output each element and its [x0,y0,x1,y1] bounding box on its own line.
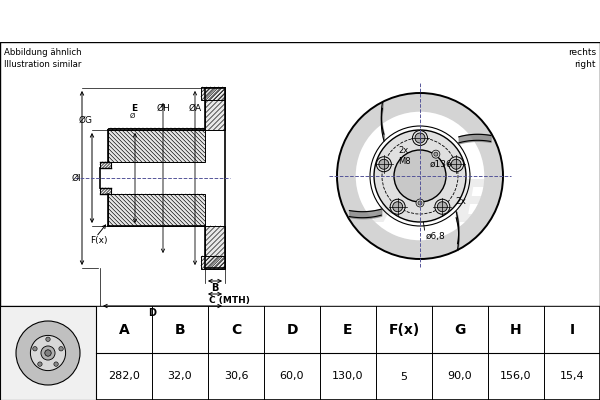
Text: Abbildung ähnlich
Illustration similar: Abbildung ähnlich Illustration similar [4,48,82,69]
Text: ØH: ØH [156,104,170,113]
Circle shape [434,152,438,156]
Text: 2x: 2x [455,196,466,206]
Text: D: D [286,322,298,336]
Bar [108,128,205,130]
Text: F(x): F(x) [90,236,107,244]
Bar [205,88,225,130]
Circle shape [16,321,80,385]
Text: F(x): F(x) [388,322,419,336]
Circle shape [376,157,391,172]
Circle shape [45,350,51,356]
Text: I: I [569,322,575,336]
Circle shape [33,346,37,351]
Bar [205,226,225,268]
Bar [108,194,205,226]
Text: 15,4: 15,4 [560,372,584,382]
Text: A: A [119,322,130,336]
Bar [0,306,96,400]
Text: 24.0132-0128.1   432128: 24.0132-0128.1 432128 [134,9,466,33]
Bar [201,256,225,269]
Circle shape [435,199,450,214]
Circle shape [451,159,461,169]
Circle shape [374,130,466,222]
Circle shape [31,335,65,370]
Circle shape [379,159,389,169]
Text: 90,0: 90,0 [448,372,472,382]
Text: ØI: ØI [71,174,81,182]
Bar [108,130,205,162]
Text: D: D [149,308,157,318]
Circle shape [413,130,427,146]
Circle shape [54,362,58,366]
Circle shape [38,362,42,366]
Text: rechts
right: rechts right [568,48,596,69]
Text: ATE: ATE [376,178,494,234]
Bar [100,188,111,194]
Circle shape [418,201,422,205]
Text: 130,0: 130,0 [332,372,364,382]
Text: 2x
M8: 2x M8 [398,146,410,166]
Circle shape [46,337,50,342]
Text: C (MTH): C (MTH) [209,296,250,306]
Bar [100,162,111,168]
Circle shape [390,199,405,214]
Text: H: H [510,322,522,336]
Circle shape [437,202,448,212]
Bar [201,87,225,100]
Circle shape [449,157,464,172]
Text: E: E [343,322,353,336]
Text: ØA: ØA [188,104,202,113]
Circle shape [416,199,424,207]
Text: E: E [131,104,137,113]
Text: 5: 5 [401,372,407,382]
Circle shape [415,133,425,143]
Text: ø136: ø136 [430,160,453,168]
Circle shape [59,346,63,351]
Text: G: G [454,322,466,336]
Text: 282,0: 282,0 [108,372,140,382]
Text: 32,0: 32,0 [167,372,193,382]
Text: 60,0: 60,0 [280,372,304,382]
Text: C: C [231,322,241,336]
Text: ØG: ØG [79,116,93,124]
Text: 156,0: 156,0 [500,372,532,382]
Circle shape [392,202,403,212]
Text: B: B [175,322,185,336]
Circle shape [41,346,55,360]
Circle shape [394,150,446,202]
Text: B: B [211,283,218,293]
Text: ø6,8: ø6,8 [426,232,446,240]
Text: Ø: Ø [130,113,134,119]
Text: 30,6: 30,6 [224,372,248,382]
Circle shape [432,150,440,158]
